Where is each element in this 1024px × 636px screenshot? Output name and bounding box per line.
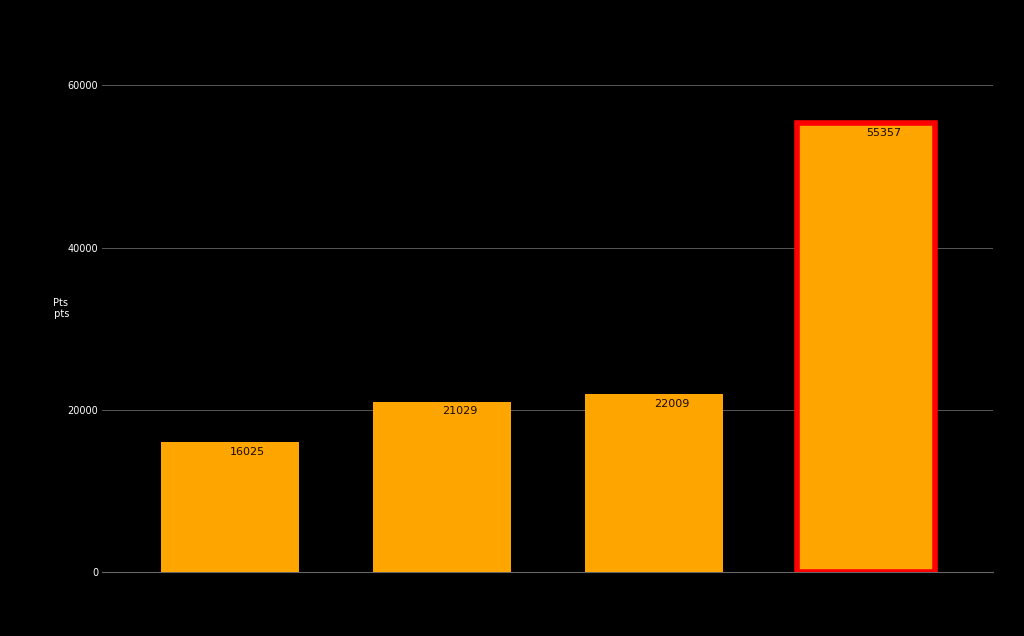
Text: 55357: 55357: [866, 128, 901, 138]
Text: 22009: 22009: [654, 399, 689, 408]
Bar: [373, 401, 511, 572]
Bar: [797, 123, 935, 572]
Text: 21029: 21029: [441, 406, 477, 417]
Text: 16025: 16025: [229, 447, 265, 457]
Y-axis label: Pts
 pts: Pts pts: [51, 298, 70, 319]
Bar: [585, 394, 723, 572]
Bar: [161, 442, 299, 572]
